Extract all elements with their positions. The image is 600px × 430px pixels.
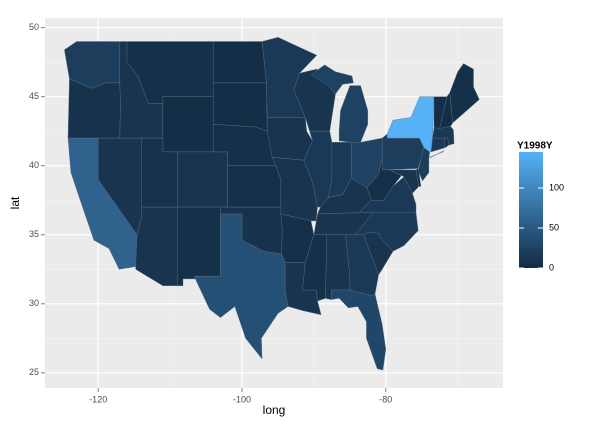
region bbox=[194, 213, 289, 360]
y-tick-label: 50 bbox=[29, 22, 39, 32]
region bbox=[177, 206, 221, 286]
axes: -120 -100 -80 25 30 35 40 45 50 bbox=[29, 22, 392, 404]
region bbox=[67, 78, 121, 139]
region bbox=[213, 41, 267, 84]
region bbox=[387, 96, 445, 158]
x-tick-label: -120 bbox=[89, 394, 107, 404]
legend-title: Y1998Y bbox=[517, 141, 553, 152]
legend-tick-label: 50 bbox=[549, 222, 559, 232]
x-tick-label: -100 bbox=[233, 394, 251, 404]
colorbar bbox=[519, 152, 543, 268]
legend-tick-label: 0 bbox=[549, 262, 554, 272]
region bbox=[162, 96, 214, 153]
y-tick-label: 40 bbox=[29, 160, 39, 170]
region bbox=[449, 63, 480, 124]
region bbox=[331, 289, 386, 371]
map bbox=[64, 37, 480, 371]
region bbox=[213, 82, 268, 132]
region bbox=[302, 234, 327, 302]
region bbox=[267, 117, 313, 161]
y-tick-label: 25 bbox=[29, 367, 39, 377]
y-axis-title: lat bbox=[8, 196, 22, 209]
legend-tick-label: 100 bbox=[549, 182, 564, 192]
y-tick-label: 45 bbox=[29, 91, 39, 101]
region bbox=[177, 151, 228, 208]
y-tick-label: 30 bbox=[29, 298, 39, 308]
y-tick-label: 35 bbox=[29, 229, 39, 239]
region bbox=[227, 165, 281, 208]
region bbox=[382, 133, 425, 171]
x-axis-title: long bbox=[263, 403, 286, 417]
legend: Y1998Y 0 50 100 bbox=[517, 141, 564, 273]
x-tick-label: -80 bbox=[379, 394, 392, 404]
region bbox=[415, 168, 422, 187]
